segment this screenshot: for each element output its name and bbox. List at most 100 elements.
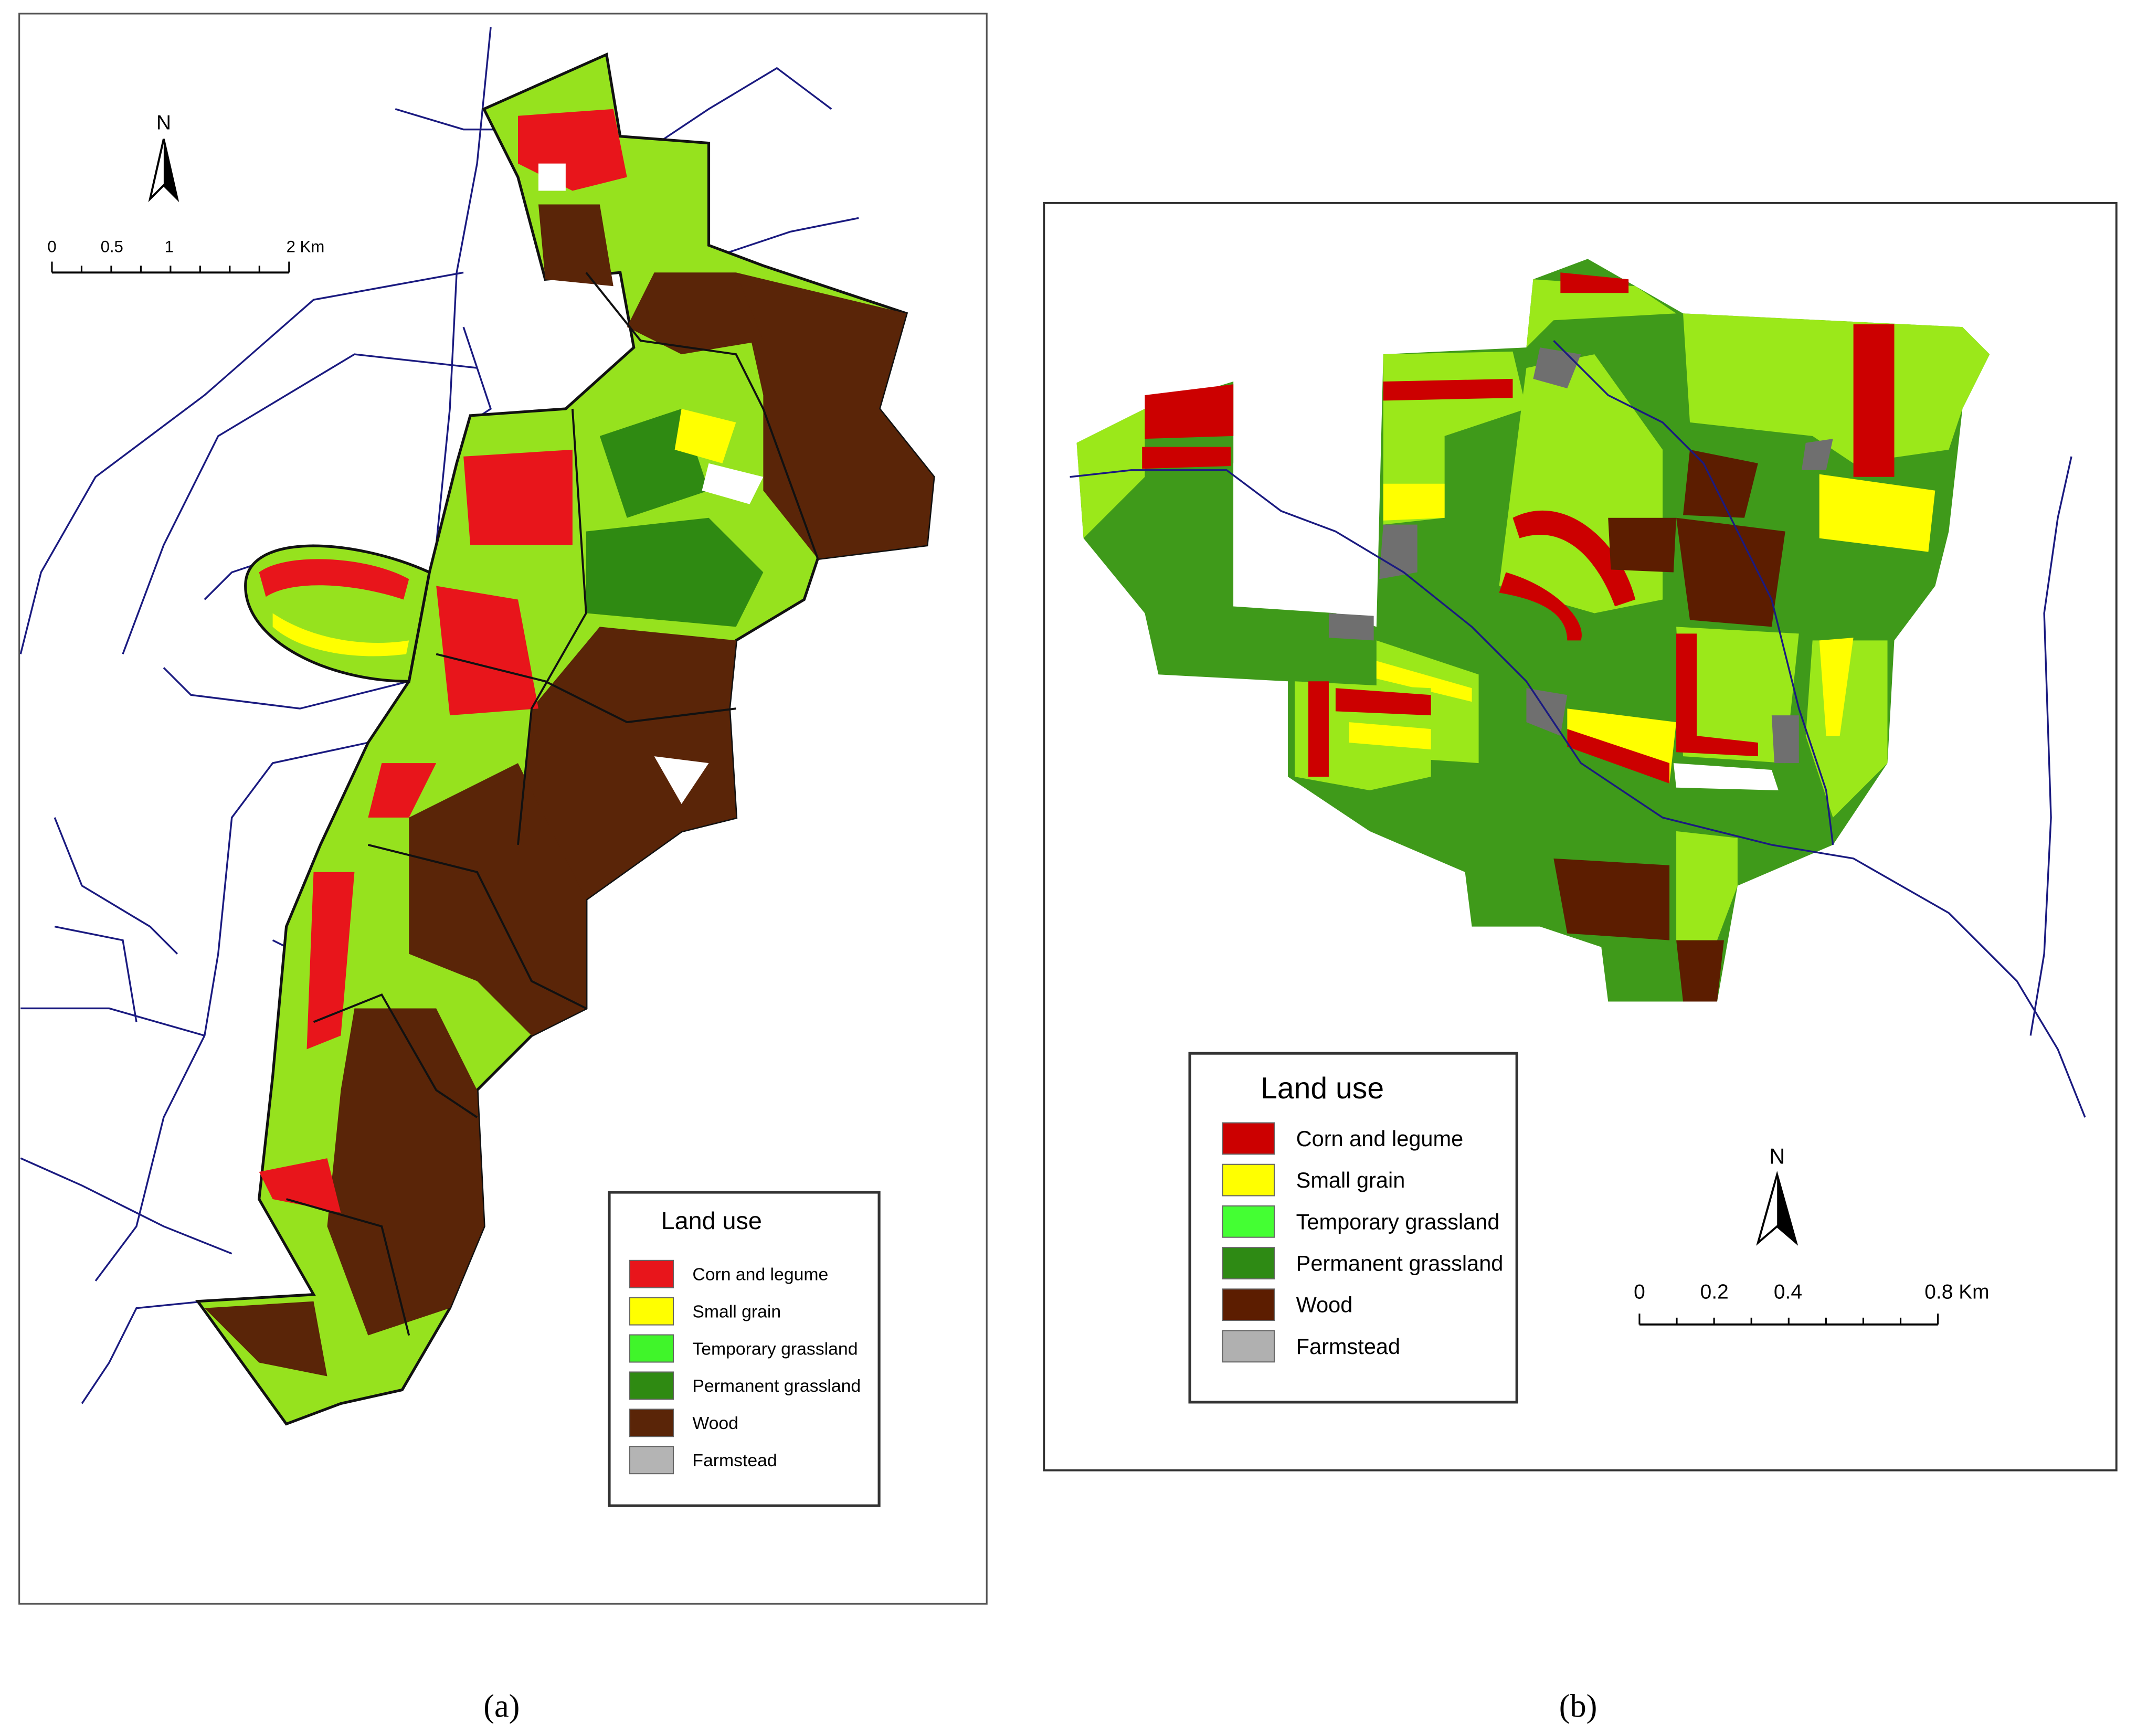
land-parcel bbox=[1673, 763, 1779, 790]
land-parcel bbox=[368, 763, 437, 818]
land-parcel bbox=[1328, 613, 1374, 641]
legend: Land use Corn and legume Small grain Tempor… bbox=[1188, 1052, 1518, 1404]
land-parcel bbox=[1526, 279, 1677, 348]
legend-swatch bbox=[629, 1297, 674, 1326]
river bbox=[94, 742, 368, 1282]
scale-label: 0.8 Km bbox=[1924, 1281, 1989, 1304]
land-parcel bbox=[1533, 347, 1581, 389]
legend-swatch bbox=[1222, 1288, 1275, 1321]
land-parcel bbox=[1771, 715, 1799, 764]
land-parcel bbox=[1308, 681, 1329, 777]
caption: (a) bbox=[483, 1688, 520, 1724]
scale-label: 0 bbox=[47, 237, 56, 256]
land-parcel bbox=[1076, 408, 1145, 538]
land-parcel bbox=[1512, 510, 1636, 607]
legend-swatch bbox=[629, 1371, 674, 1400]
study-area bbox=[1076, 259, 1990, 1002]
legend-label: Temporary grassland bbox=[692, 1339, 858, 1359]
subbasin-borders bbox=[286, 272, 819, 1336]
land-parcel bbox=[538, 163, 566, 191]
land-parcel bbox=[1335, 688, 1431, 716]
legend-label: Corn and legume bbox=[692, 1265, 828, 1285]
scale-bar: 0 0.2 0.4 0.8 Km bbox=[1634, 1281, 1990, 1326]
legend-label: Corn and legume bbox=[1296, 1126, 1464, 1151]
rivers bbox=[1070, 340, 2086, 1118]
scale-label: 0 bbox=[1634, 1281, 1645, 1304]
legend-swatch bbox=[1222, 1205, 1275, 1238]
legend-label: Wood bbox=[692, 1413, 738, 1433]
north-label: N bbox=[1769, 1144, 1785, 1168]
river bbox=[54, 817, 178, 955]
river bbox=[19, 271, 464, 654]
legend-label: Farmstead bbox=[692, 1451, 777, 1470]
land-parcel bbox=[327, 1008, 484, 1336]
legend-label: Small grain bbox=[692, 1301, 781, 1321]
legend-swatch bbox=[629, 1446, 674, 1475]
scale-label: 1 bbox=[165, 237, 174, 256]
land-parcel bbox=[586, 517, 764, 627]
land-parcel bbox=[1819, 638, 1854, 736]
scale-label: 2 Km bbox=[287, 237, 325, 256]
scale-bar: 0 0.5 1 2 Km bbox=[47, 237, 325, 274]
land-parcel bbox=[1560, 272, 1629, 293]
land-parcel bbox=[259, 1158, 341, 1213]
north-label: N bbox=[156, 112, 171, 134]
land-parcel bbox=[1676, 633, 1758, 757]
land-parcel bbox=[1676, 831, 1738, 940]
land-parcel bbox=[736, 272, 934, 559]
land-parcel bbox=[702, 463, 764, 504]
land-parcel bbox=[1676, 517, 1785, 627]
caption: (b) bbox=[1559, 1688, 1598, 1724]
north-arrow bbox=[163, 139, 177, 199]
river bbox=[122, 353, 478, 654]
legend-title: Land use bbox=[1261, 1072, 1384, 1105]
land-parcel bbox=[306, 872, 355, 1050]
border bbox=[517, 408, 587, 845]
land-parcel bbox=[1383, 483, 1445, 521]
land-parcel bbox=[627, 272, 764, 355]
river bbox=[1553, 340, 1834, 845]
land-parcel bbox=[1553, 858, 1670, 940]
legend-swatch bbox=[1222, 1163, 1275, 1197]
border bbox=[585, 272, 819, 559]
land-parcel bbox=[1676, 627, 1799, 764]
legend: Land use Corn and legume Small grain Tempor… bbox=[608, 1191, 881, 1507]
land-parcel bbox=[272, 613, 409, 657]
land-parcel bbox=[654, 756, 709, 804]
land-parcel bbox=[1801, 439, 1833, 470]
land-parcel bbox=[1233, 463, 1370, 607]
legend-swatch bbox=[1222, 1330, 1275, 1363]
border bbox=[313, 993, 478, 1118]
land-parcel bbox=[1683, 313, 1990, 463]
legend-swatch bbox=[629, 1409, 674, 1437]
land-parcel bbox=[1383, 378, 1513, 401]
border bbox=[286, 1198, 410, 1336]
river bbox=[2029, 456, 2072, 1036]
scale-label: 0.4 bbox=[1774, 1281, 1802, 1304]
river bbox=[708, 217, 859, 260]
legend-swatch bbox=[1222, 1247, 1275, 1279]
land-parcel bbox=[674, 408, 736, 463]
land-parcel bbox=[1567, 729, 1670, 784]
north-arrow bbox=[1777, 1174, 1796, 1243]
land-parcel bbox=[1376, 661, 1472, 702]
river bbox=[626, 67, 832, 164]
land-parcel bbox=[409, 763, 586, 1036]
scale-label: 0.5 bbox=[101, 237, 123, 256]
legend-label: Small grain bbox=[1296, 1168, 1405, 1192]
land-parcel bbox=[1145, 384, 1234, 439]
border bbox=[367, 843, 587, 1010]
river bbox=[20, 1007, 205, 1036]
land-parcel bbox=[1499, 572, 1582, 641]
land-parcel bbox=[1142, 447, 1231, 469]
land-parcel bbox=[259, 559, 409, 600]
legend-swatch bbox=[629, 1334, 674, 1363]
land-parcel bbox=[1683, 449, 1758, 518]
land-parcel bbox=[538, 204, 613, 287]
legend-label: Wood bbox=[1296, 1293, 1353, 1317]
legend-label: Temporary grassland bbox=[1296, 1209, 1500, 1234]
river bbox=[1070, 469, 2086, 1118]
river bbox=[81, 1300, 205, 1404]
